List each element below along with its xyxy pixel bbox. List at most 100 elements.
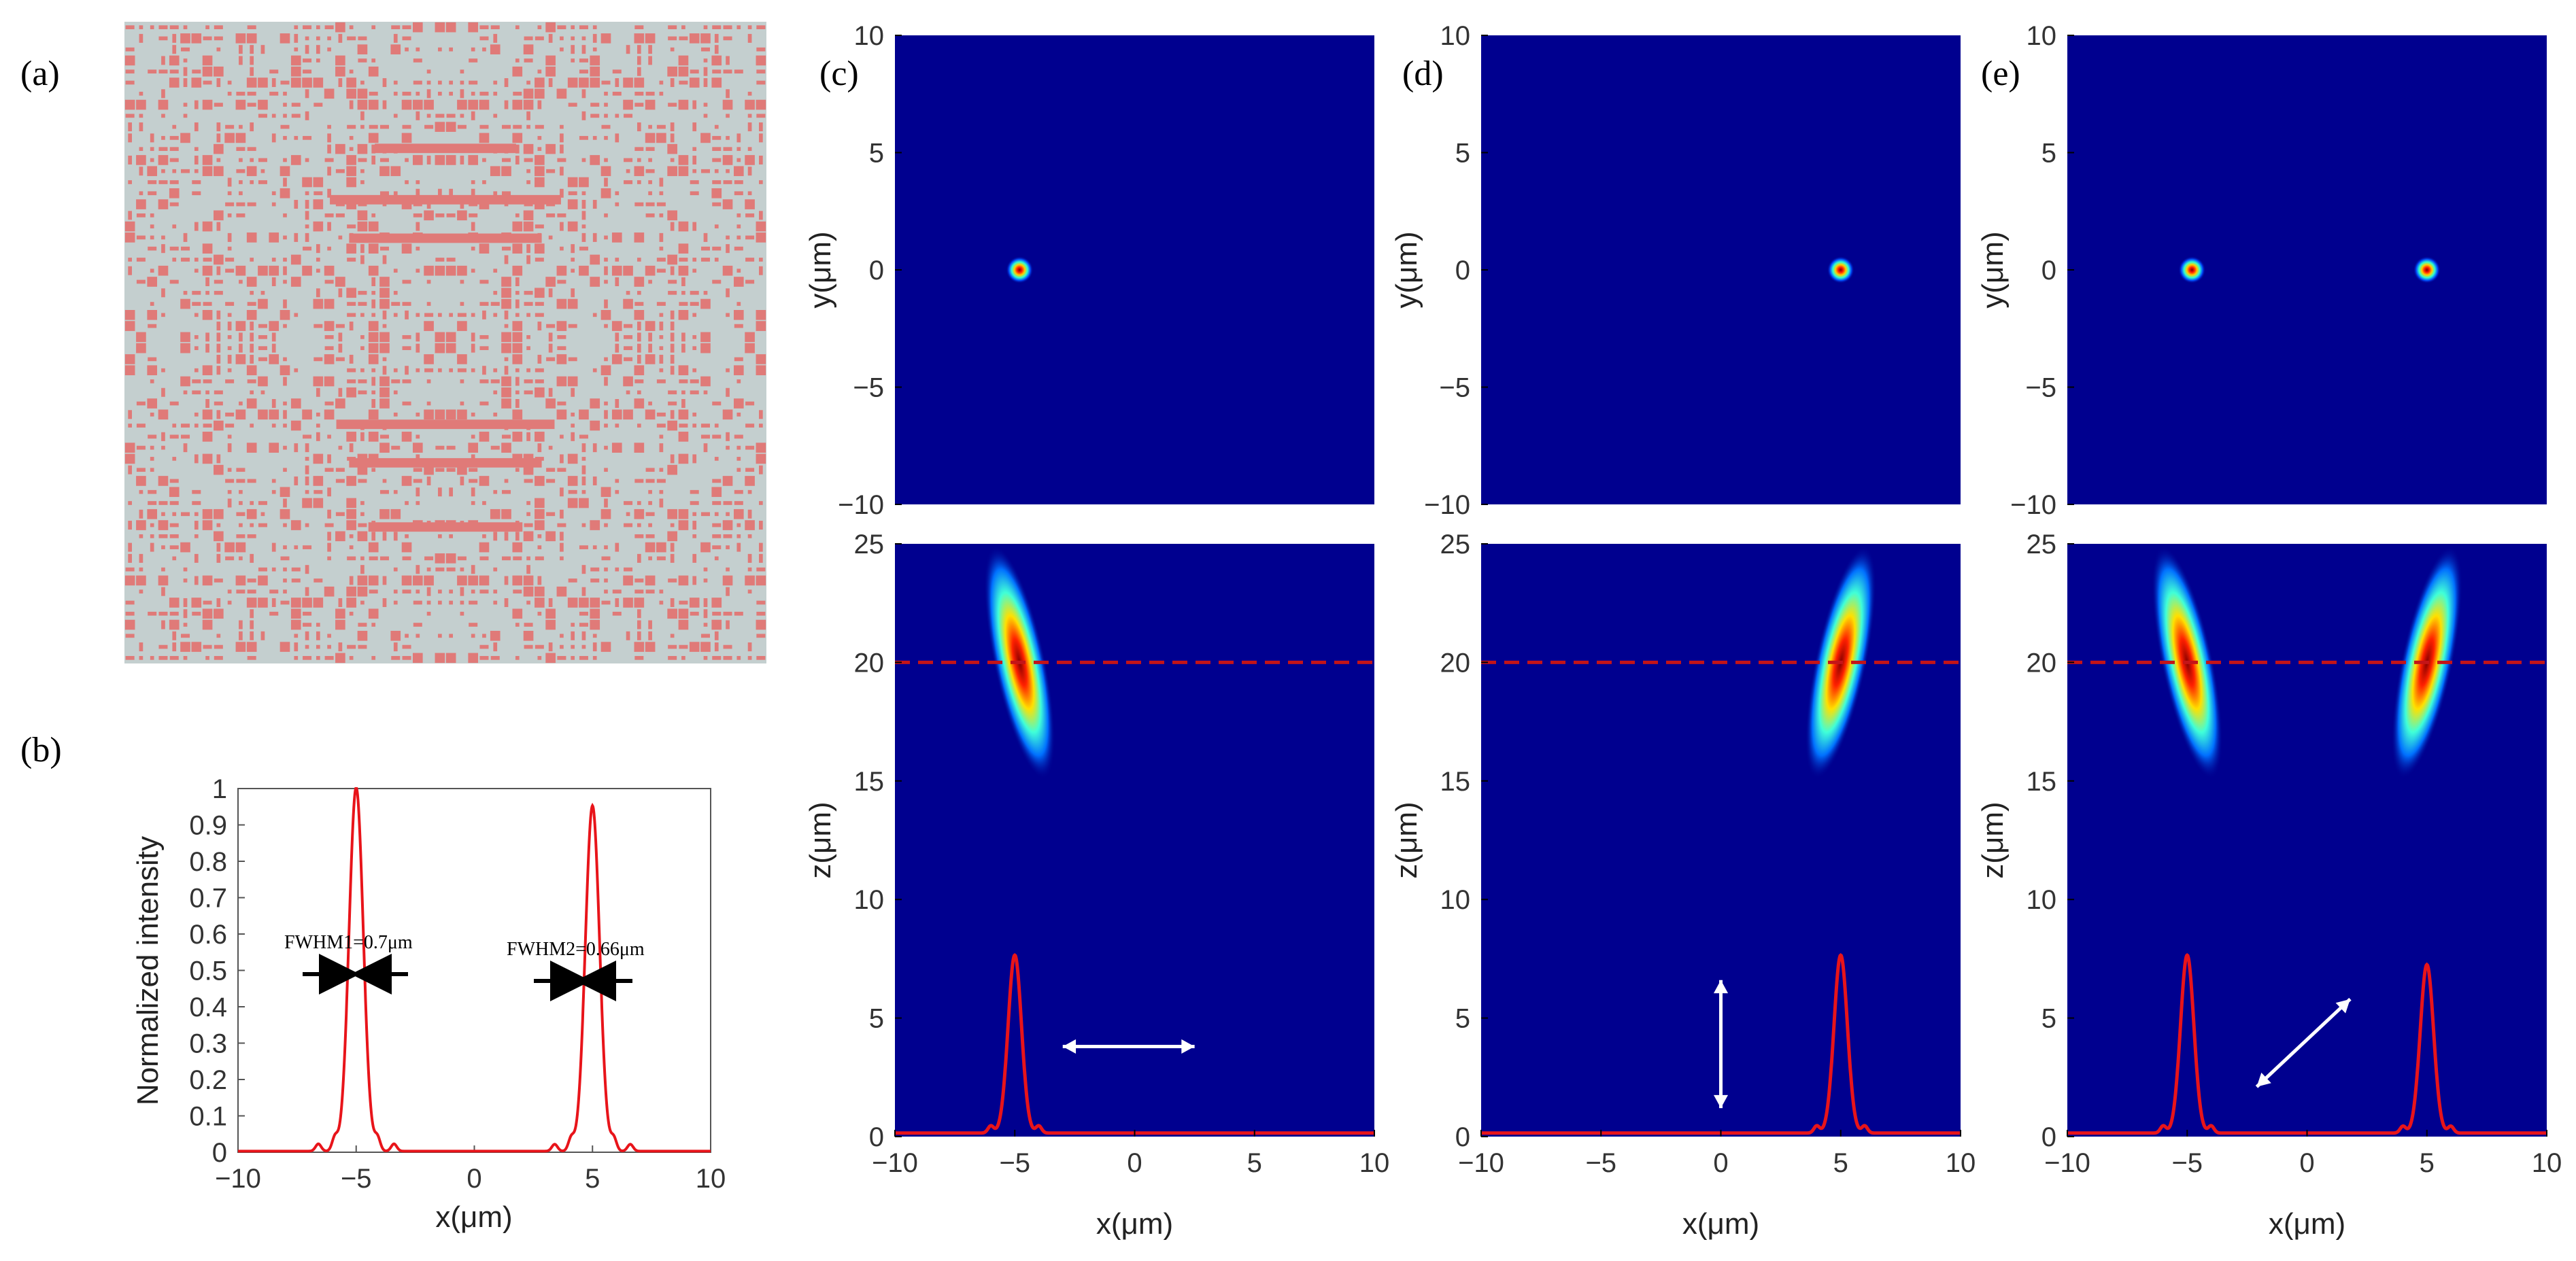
bottom-y-tick-label: 20	[2027, 648, 2057, 678]
pattern-block	[424, 354, 434, 364]
pattern-block	[579, 545, 588, 549]
pattern-block	[258, 335, 267, 339]
pattern-block	[745, 520, 755, 530]
pattern-block	[501, 398, 511, 409]
pattern-block	[690, 390, 699, 395]
pattern-block	[335, 479, 345, 483]
pattern-block	[313, 357, 323, 362]
pattern-block	[604, 445, 608, 450]
pattern-block	[545, 608, 556, 619]
pattern-block	[239, 631, 243, 640]
pattern-block	[346, 432, 356, 442]
pattern-block	[668, 25, 677, 29]
pattern-block	[479, 279, 489, 284]
pattern-block	[712, 534, 722, 538]
pattern-block	[294, 33, 299, 43]
pattern-block	[637, 343, 641, 353]
pattern-block	[271, 424, 276, 428]
pattern-block	[214, 508, 224, 519]
pattern-block	[150, 25, 154, 29]
pattern-block	[250, 322, 254, 331]
pattern-block	[592, 47, 597, 52]
polarization-arrow-tail	[1713, 980, 1729, 994]
pattern-block	[239, 158, 243, 162]
pattern-block	[449, 91, 453, 96]
pattern-block	[382, 255, 387, 264]
pattern-block	[360, 335, 365, 339]
pattern-block	[592, 476, 597, 485]
pattern-block	[645, 33, 656, 44]
pattern-block	[401, 243, 412, 254]
pattern-block	[700, 376, 711, 387]
pattern-block	[515, 299, 520, 309]
pattern-block	[590, 114, 600, 118]
bottom-y-tick-label: 0	[869, 1122, 884, 1152]
pattern-block	[382, 78, 387, 88]
pattern-block	[227, 313, 232, 317]
pattern-block	[445, 332, 456, 343]
pattern-block	[416, 91, 420, 96]
pattern-block	[615, 332, 620, 342]
pattern-block	[327, 246, 331, 251]
pattern-block	[169, 246, 179, 251]
pattern-block	[590, 520, 600, 530]
pattern-block	[258, 376, 268, 387]
bottom-y-tick-label: 15	[2027, 767, 2057, 797]
pattern-block	[150, 235, 154, 240]
pattern-block	[305, 45, 309, 54]
pattern-block	[667, 254, 677, 265]
pattern-block	[546, 324, 556, 328]
pattern-block	[139, 567, 143, 572]
pattern-block	[313, 489, 323, 494]
pattern-block	[371, 58, 376, 63]
pattern-block	[246, 443, 257, 453]
pattern-block	[659, 191, 664, 196]
pattern-block	[324, 298, 335, 309]
pattern-block	[258, 598, 268, 608]
pattern-block	[681, 332, 685, 342]
pattern-block	[681, 390, 685, 395]
pattern-block	[579, 656, 588, 660]
pattern-block	[313, 376, 324, 387]
pattern-block	[600, 33, 611, 44]
pattern-block	[139, 589, 143, 594]
pattern-block	[512, 542, 523, 553]
pattern-block	[313, 476, 324, 486]
pattern-block	[535, 258, 544, 262]
pattern-block	[535, 379, 544, 383]
pattern-block	[656, 379, 666, 383]
pattern-block	[291, 103, 301, 107]
pattern-block	[604, 468, 608, 472]
pattern-block	[347, 224, 356, 228]
pattern-block	[393, 489, 398, 494]
pattern-block	[235, 409, 246, 420]
pattern-block	[668, 644, 677, 649]
pattern-block	[225, 556, 235, 561]
pattern-block	[150, 133, 154, 143]
pattern-block	[183, 390, 188, 395]
pattern-block	[161, 89, 165, 99]
pattern-block	[125, 80, 135, 85]
pattern-block	[648, 343, 652, 353]
metasurface-pattern	[124, 22, 766, 663]
pattern-block	[302, 409, 312, 420]
pattern-block	[305, 111, 309, 120]
pattern-block	[227, 589, 232, 594]
bottom-y-tick-label: 5	[1455, 1004, 1470, 1034]
chart-b-y-tick-label: 0.8	[189, 847, 227, 877]
pattern-block	[402, 25, 411, 29]
pattern-block	[700, 246, 710, 251]
pattern-block	[659, 368, 664, 373]
pattern-block	[634, 166, 645, 177]
pattern-block	[678, 155, 689, 165]
pattern-block	[327, 36, 331, 41]
pattern-block	[438, 487, 442, 497]
pattern-block	[624, 324, 633, 328]
pattern-block	[214, 36, 223, 41]
pattern-block	[202, 520, 213, 530]
pattern-block	[479, 91, 489, 96]
pattern-block	[689, 33, 700, 44]
pattern-block	[150, 158, 154, 162]
pattern-block	[412, 155, 423, 165]
pattern-block	[379, 443, 390, 453]
